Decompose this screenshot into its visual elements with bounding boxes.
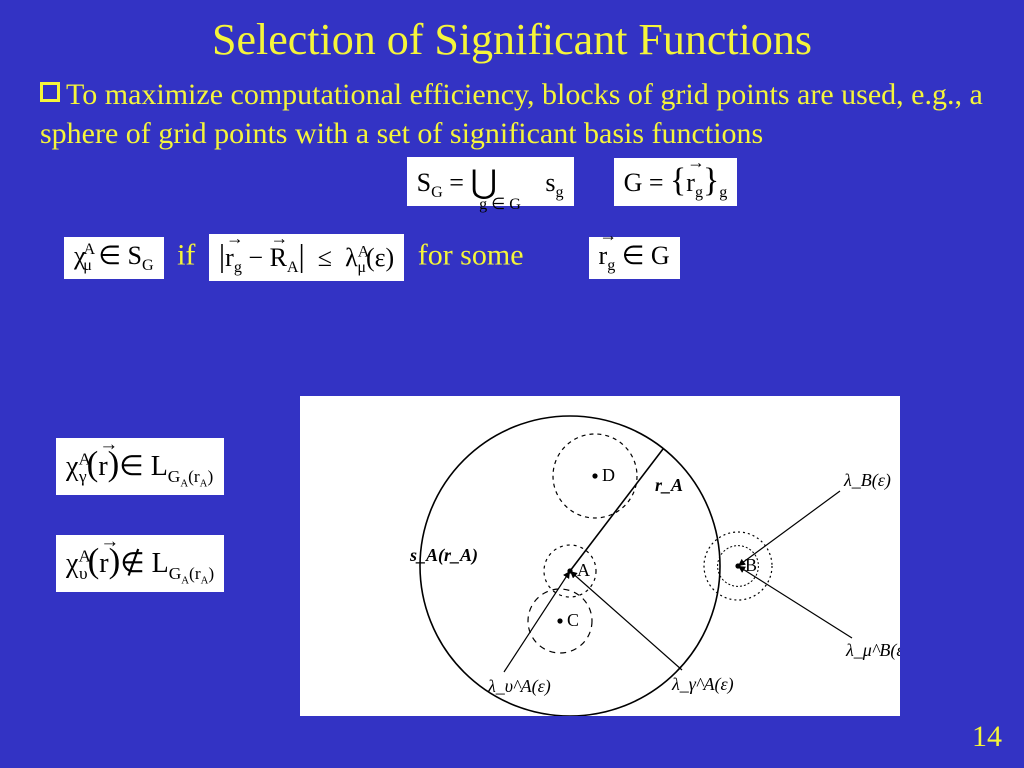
svg-text:D: D bbox=[602, 465, 615, 485]
formula-chi-gamma-in-l: χAγ(r)∈ LGA(rA) bbox=[56, 438, 224, 495]
slide-title: Selection of Significant Functions bbox=[0, 0, 1024, 65]
svg-text:λ_B(ε): λ_B(ε) bbox=[843, 470, 891, 491]
diagram: s_A(r_A)r_ADACBλ_υ^A(ε)λ_γ^A(ε)λ_B(ε)λ_μ… bbox=[300, 396, 900, 716]
formula-rg-in-g: rg ∈ G bbox=[589, 237, 680, 279]
svg-text:r_A: r_A bbox=[655, 475, 683, 495]
formula-chi-upsilon-notin-l: χAυ(r)∉ LGA(rA) bbox=[56, 535, 224, 592]
svg-text:λ_γ^A(ε): λ_γ^A(ε) bbox=[671, 674, 734, 695]
page-number: 14 bbox=[972, 720, 1002, 754]
formula-sg-union: SG = ⋃g ∈ G sg bbox=[407, 157, 574, 206]
if-label: if bbox=[177, 239, 195, 272]
formula-g-set: G = {rg}g bbox=[614, 158, 738, 206]
bullet-text: To maximize computational efficiency, bl… bbox=[40, 78, 983, 150]
formula-chi-in-sg: χAμ ∈ SG bbox=[64, 237, 164, 279]
svg-text:λ_μ^B(ε): λ_μ^B(ε) bbox=[845, 640, 900, 661]
svg-text:A: A bbox=[577, 560, 590, 580]
svg-text:λ_υ^A(ε): λ_υ^A(ε) bbox=[487, 676, 551, 697]
formula-distance-cond: |rg − RA| ≤ λAμ(ε) bbox=[209, 234, 404, 281]
svg-text:C: C bbox=[567, 610, 579, 630]
svg-text:s_A(r_A): s_A(r_A) bbox=[409, 545, 478, 566]
for-some-label: for some bbox=[418, 239, 524, 272]
left-formula-column: χAγ(r)∈ LGA(rA) χAυ(r)∉ LGA(rA) bbox=[56, 438, 224, 632]
formula-row-2: χAμ ∈ SG if |rg − RA| ≤ λAμ(ε) for some … bbox=[0, 234, 1024, 281]
bullet-paragraph: To maximize computational efficiency, bl… bbox=[0, 65, 1024, 153]
formula-row-1: SG = ⋃g ∈ G sg G = {rg}g bbox=[0, 157, 1024, 206]
bullet-marker-icon bbox=[40, 82, 60, 102]
